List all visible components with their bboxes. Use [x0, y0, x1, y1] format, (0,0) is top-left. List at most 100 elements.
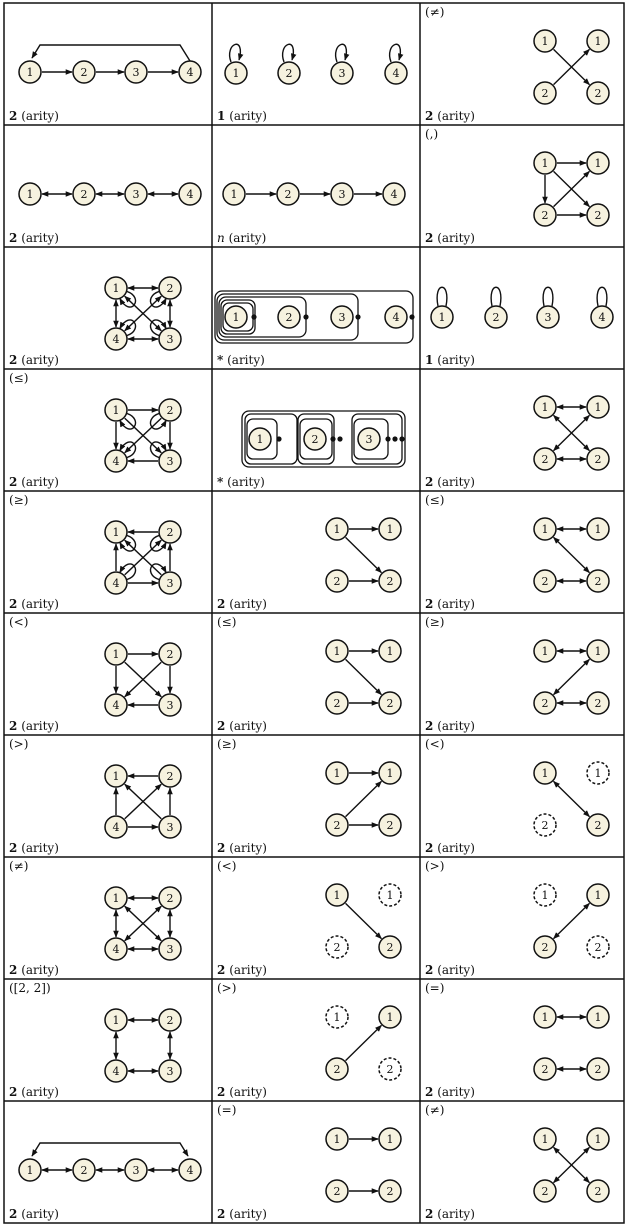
node-circle [484, 305, 508, 329]
node-2: 2 [586, 691, 610, 715]
port-dot [337, 436, 343, 442]
node-4: 4 [104, 327, 128, 351]
node-circle [276, 182, 300, 206]
node-label: 4 [113, 699, 120, 712]
node-circle [378, 883, 402, 907]
node-2: 2 [586, 1179, 610, 1203]
node-2: 2 [586, 569, 610, 593]
node-label: 3 [366, 433, 373, 446]
node-1: 1 [533, 883, 557, 907]
cell-r7c2: 1 1 2 2 [533, 883, 610, 959]
port-dot [330, 436, 336, 442]
node-label: 1 [542, 35, 549, 48]
node-1: 1 [378, 761, 402, 785]
node-2: 2 [72, 182, 96, 206]
node-3: 3 [158, 449, 182, 473]
cell-r4c0: 1 2 4 3 [104, 520, 182, 595]
node-circle [158, 815, 182, 839]
node-circle [533, 447, 557, 471]
node-circle [586, 395, 610, 419]
node-circle [325, 1005, 349, 1029]
cell-r2c0: 1 2 4 3 [104, 276, 182, 351]
node-1: 1 [378, 883, 402, 907]
node-label: 2 [81, 188, 88, 201]
cell-r2c1: 1 2 3 4 [214, 290, 415, 344]
node-label: 1 [542, 645, 549, 658]
edge [553, 902, 590, 940]
node-circle [72, 1158, 96, 1182]
edge [124, 539, 162, 576]
node-label: 1 [439, 311, 446, 324]
node-label: 1 [542, 1133, 549, 1146]
node-label: 2 [542, 575, 549, 588]
node-label: 2 [542, 453, 549, 466]
node-2: 2 [533, 203, 557, 227]
node-2: 2 [378, 1179, 402, 1203]
node-label: 2 [334, 1185, 341, 1198]
node-4: 4 [382, 182, 406, 206]
node-2: 2 [276, 182, 300, 206]
edge [553, 780, 590, 818]
node-label: 4 [391, 188, 398, 201]
node-2: 2 [533, 813, 557, 837]
node-label: 1 [27, 66, 34, 79]
node-circle [158, 642, 182, 666]
node-circle [104, 815, 128, 839]
node-2: 2 [72, 60, 96, 84]
node-label: 1 [542, 523, 549, 536]
node-circle [586, 813, 610, 837]
node-circle [104, 398, 128, 422]
node-label: 2 [334, 1063, 341, 1076]
node-label: 2 [542, 209, 549, 222]
node-circle [158, 937, 182, 961]
node-label: 1 [387, 767, 394, 780]
node-2: 2 [158, 886, 182, 910]
self-loop-edge [119, 290, 137, 308]
edge [345, 902, 382, 940]
loop-edge [334, 43, 350, 63]
node-circle [277, 61, 301, 85]
node-1: 1 [224, 305, 248, 329]
node-circle [72, 60, 96, 84]
node-circle [158, 276, 182, 300]
edge [345, 536, 382, 574]
self-loop-edge [149, 563, 167, 581]
node-1: 1 [586, 29, 610, 53]
port-dot [392, 436, 398, 442]
node-3: 3 [536, 305, 560, 329]
node-circle [330, 182, 354, 206]
node-1: 1 [18, 60, 42, 84]
node-circle [158, 1059, 182, 1083]
node-label: 4 [187, 66, 194, 79]
node-label: 4 [599, 311, 606, 324]
node-label: 4 [113, 455, 120, 468]
node-circle [378, 1057, 402, 1081]
node-label: 1 [334, 645, 341, 658]
node-label: 4 [187, 1164, 194, 1177]
node-circle [224, 305, 248, 329]
node-circle [325, 813, 349, 837]
node-circle [104, 937, 128, 961]
node-circle [586, 1127, 610, 1151]
node-circle [357, 427, 381, 451]
node-label: 2 [595, 453, 602, 466]
node-4: 4 [104, 815, 128, 839]
node-circle [384, 305, 408, 329]
cell-r6c2: 1 1 2 2 [533, 761, 610, 837]
node-circle [533, 639, 557, 663]
node-circle [325, 935, 349, 959]
node-circle [586, 447, 610, 471]
cell-r1c2: 1 1 2 2 [533, 151, 610, 227]
node-1: 1 [533, 395, 557, 419]
node-1: 1 [104, 520, 128, 544]
node-circle [158, 398, 182, 422]
node-1: 1 [533, 1127, 557, 1151]
loop-edge [228, 43, 244, 63]
node-label: 3 [339, 67, 346, 80]
cell-r0c1: 1 2 3 4 [224, 43, 408, 85]
node-label: 1 [27, 1164, 34, 1177]
node-circle [533, 1179, 557, 1203]
node-1: 1 [533, 761, 557, 785]
node-circle [104, 327, 128, 351]
node-label: 1 [27, 188, 34, 201]
